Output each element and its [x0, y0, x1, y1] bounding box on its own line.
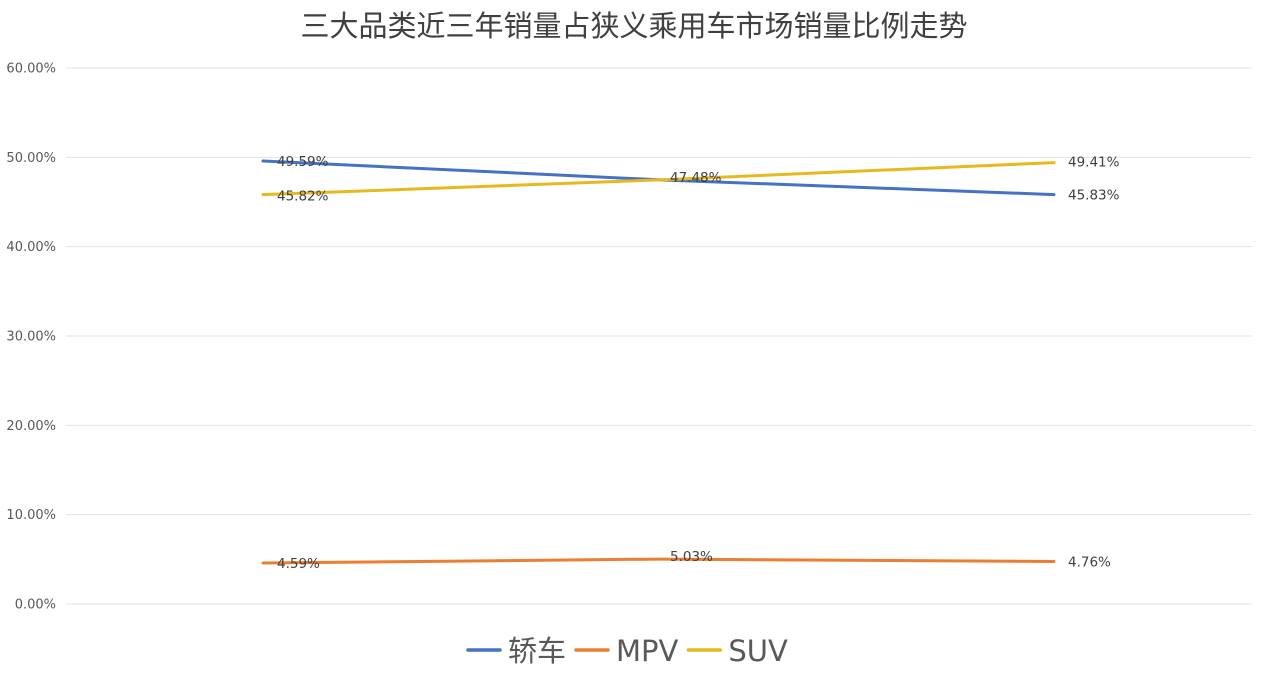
- series-line: [261, 161, 1056, 197]
- y-tick-label: 50.00%: [6, 151, 56, 166]
- gridlines: [66, 67, 1252, 605]
- legend-item: 轿车: [466, 634, 566, 668]
- data-label: 49.41%: [1068, 155, 1120, 171]
- series-line: [261, 557, 1056, 565]
- y-tick-label: 60.00%: [6, 62, 56, 77]
- legend: 轿车 MPV SUV: [466, 634, 788, 668]
- data-label: 45.83%: [1068, 188, 1120, 204]
- series-lines: [261, 159, 1056, 565]
- data-label: 45.82%: [277, 189, 329, 205]
- chart-title: 三大品类近三年销量占狭义乘用车市场销量比例走势: [300, 9, 967, 43]
- y-tick-label: 30.00%: [6, 330, 56, 345]
- y-axis-tick-labels: 0.00% 10.00% 20.00% 30.00% 40.00% 50.00% 60.00…: [6, 62, 56, 613]
- y-tick-label: 0.00%: [15, 598, 56, 613]
- legend-item: MPV: [574, 634, 679, 668]
- data-label: 5.03%: [670, 549, 713, 565]
- legend-label: MPV: [616, 634, 679, 668]
- data-label: 49.59%: [277, 154, 329, 170]
- legend-label: 轿车: [508, 634, 566, 668]
- y-tick-label: 10.00%: [6, 508, 56, 523]
- data-label: 4.59%: [277, 556, 320, 572]
- data-label: 4.76%: [1068, 554, 1111, 570]
- data-labels: 49.59% 47.48% 45.83% 4.59% 5.03% 4.76% 45.82% 4…: [277, 154, 1120, 572]
- y-tick-label: 40.00%: [6, 240, 56, 255]
- y-tick-label: 20.00%: [6, 419, 56, 434]
- data-label: 47.48%: [670, 170, 722, 186]
- legend-label: SUV: [728, 634, 788, 668]
- legend-item: SUV: [686, 634, 788, 668]
